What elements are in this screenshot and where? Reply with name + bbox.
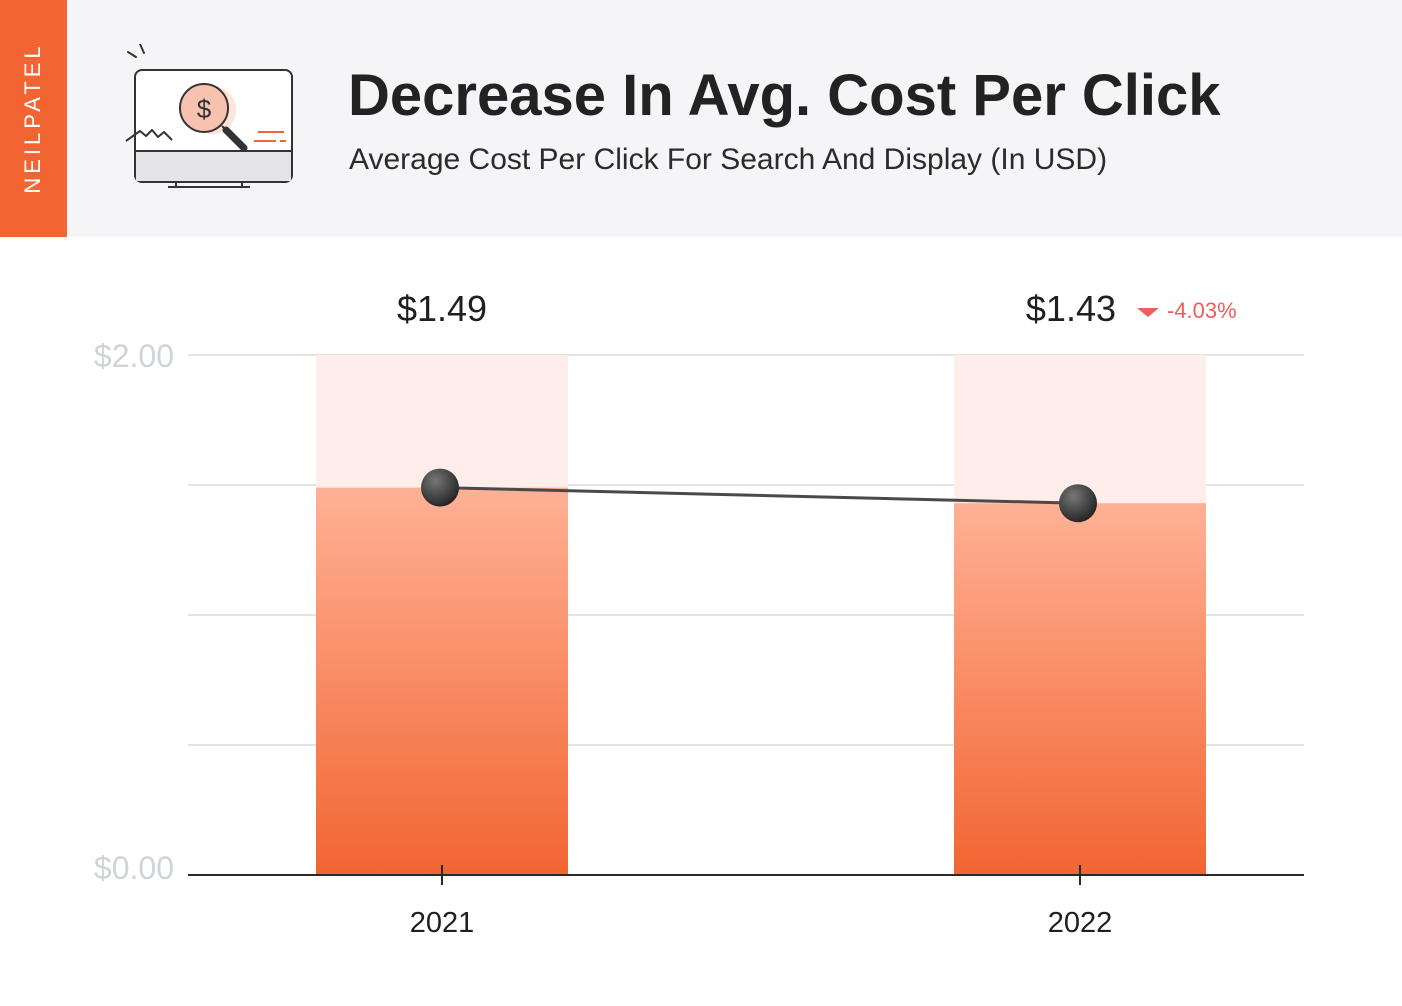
x-tick-label: 2022 <box>1048 907 1113 939</box>
down-arrow-icon <box>1137 308 1159 317</box>
brand-logo: NEILPATEL <box>20 42 45 194</box>
brand-strip: NEILPATEL <box>0 0 67 237</box>
y-tick-label: $0.00 <box>94 850 174 886</box>
header-band: NEILPATEL $ Decrease In Avg. Cost Per Cl… <box>0 0 1402 237</box>
monitor-dollar-magnifier-icon: $ <box>125 44 293 188</box>
bar-chart: $2.00 $0.00 2021 2022 $1.49 $1.43 -4.03% <box>94 288 1304 939</box>
change-label: -4.03% <box>1167 298 1237 323</box>
value-label: $1.49 <box>397 288 487 329</box>
data-point-2021 <box>421 468 459 507</box>
page-title: Decrease In Avg. Cost Per Click <box>348 63 1221 128</box>
bar-2022 <box>954 503 1206 875</box>
bar-2021 <box>316 487 568 875</box>
data-point-2022 <box>1059 484 1097 523</box>
y-tick-label: $2.00 <box>94 338 174 374</box>
x-tick-label: 2021 <box>410 907 475 939</box>
value-label: $1.43 <box>1026 288 1116 329</box>
page-subtitle: Average Cost Per Click For Search And Di… <box>349 143 1108 176</box>
trend-line <box>439 486 1079 505</box>
svg-text:$: $ <box>197 94 212 124</box>
